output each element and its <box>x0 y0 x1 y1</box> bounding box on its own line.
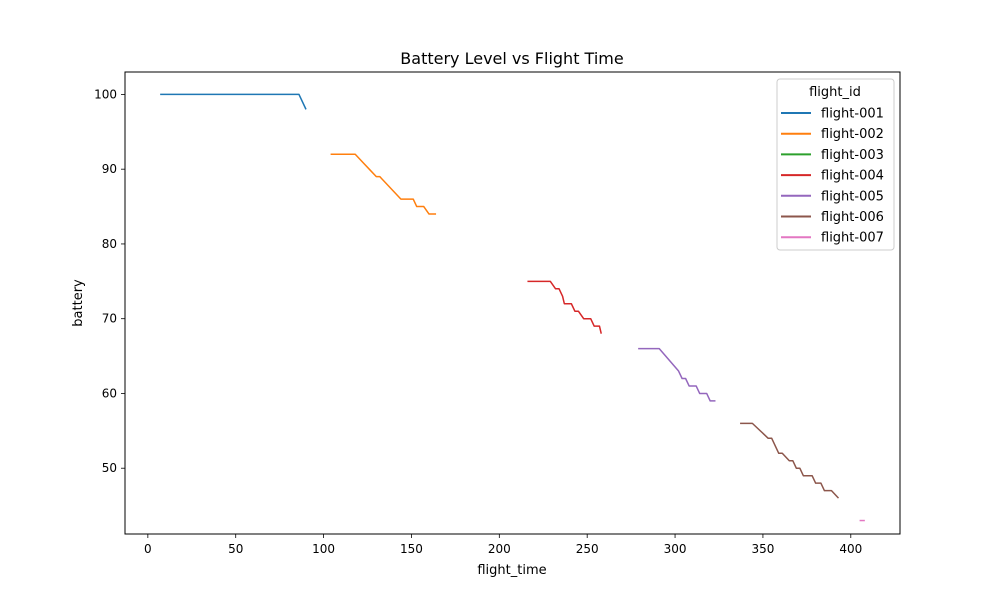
y-tick-label: 60 <box>102 386 117 400</box>
legend-label-flight-003: flight-003 <box>821 148 884 163</box>
legend-label-flight-002: flight-002 <box>821 127 884 142</box>
x-tick-label: 150 <box>400 542 423 556</box>
y-tick-label: 100 <box>94 87 117 101</box>
y-tick-label: 90 <box>102 162 117 176</box>
x-tick-label: 400 <box>839 542 862 556</box>
chart-title: Battery Level vs Flight Time <box>400 49 623 68</box>
x-axis-label: flight_time <box>477 563 546 578</box>
legend-title: flight_id <box>809 85 861 100</box>
legend: flight_id flight-001 flight-002 flight-003… <box>776 78 895 251</box>
x-tick-label: 300 <box>664 542 687 556</box>
y-axis-ticks: 50 60 70 80 90 100 <box>94 87 125 475</box>
series-line-flight-002 <box>330 153 437 215</box>
legend-label-flight-006: flight-006 <box>821 210 884 225</box>
legend-label-flight-004: flight-004 <box>821 169 884 184</box>
x-tick-label: 350 <box>751 542 774 556</box>
x-axis-ticks: 0 50 100 150 200 250 300 350 400 <box>144 534 862 556</box>
y-tick-label: 80 <box>102 237 117 251</box>
x-tick-label: 250 <box>576 542 599 556</box>
series-line-flight-001 <box>160 93 307 110</box>
x-tick-label: 200 <box>488 542 511 556</box>
legend-box <box>776 78 895 251</box>
x-tick-label: 0 <box>144 542 152 556</box>
y-axis-label: battery <box>71 279 86 327</box>
y-tick-label: 50 <box>102 461 117 475</box>
x-tick-label: 100 <box>312 542 335 556</box>
x-tick-label: 50 <box>228 542 243 556</box>
legend-label-flight-007: flight-007 <box>821 231 884 246</box>
legend-label-flight-005: flight-005 <box>821 189 884 204</box>
legend-label-flight-001: flight-001 <box>821 107 884 122</box>
legend-items: flight-001 flight-002 flight-003 flight-004… <box>781 107 884 246</box>
plot-frame <box>124 71 901 535</box>
series-line-flight-005 <box>638 347 716 402</box>
series-line-flight-006 <box>740 422 840 499</box>
plot-lines <box>160 93 865 522</box>
y-tick-label: 70 <box>102 312 117 326</box>
series-line-flight-004 <box>527 280 602 334</box>
